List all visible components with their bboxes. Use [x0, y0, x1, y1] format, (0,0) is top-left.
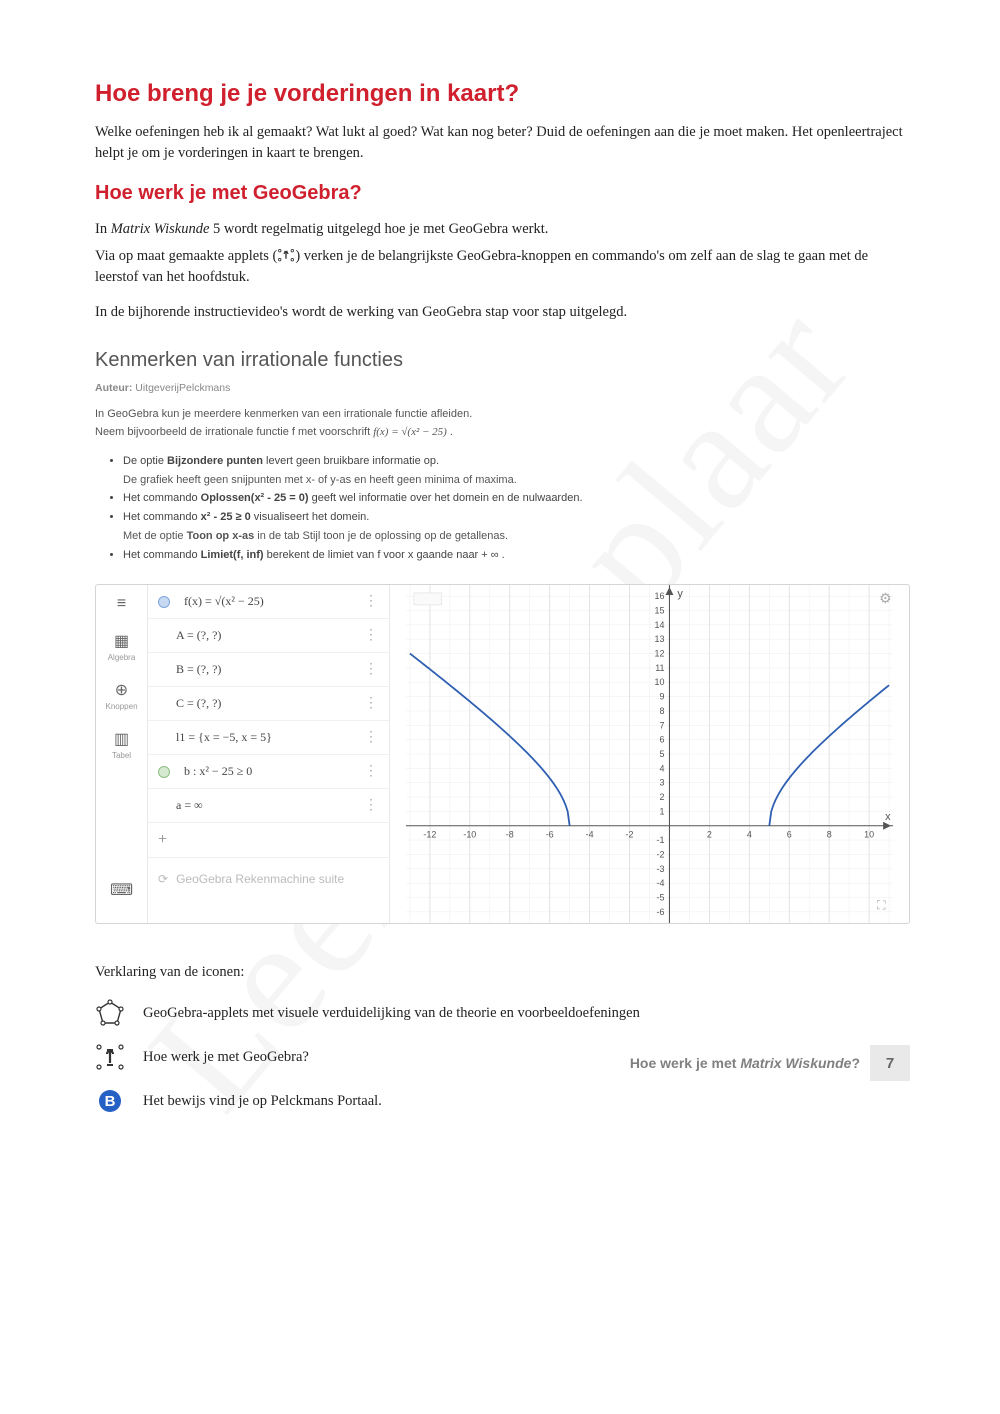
geogebra-algebra-panel: f(x) = √(x² − 25)⋮ A = (?, ?)⋮ B = (?, ?…	[148, 585, 390, 923]
svg-text:6: 6	[787, 830, 792, 840]
svg-text:-4: -4	[657, 878, 665, 888]
geogebra-screenshot: Kenmerken van irrationale functies Auteu…	[95, 349, 910, 924]
svg-text:13: 13	[655, 634, 665, 644]
svg-text:x: x	[885, 811, 891, 823]
svg-text:-2: -2	[626, 830, 634, 840]
kebab-icon[interactable]: ⋮	[364, 797, 379, 814]
paragraph-1: Welke oefeningen heb ik al gemaakt? Wat …	[95, 122, 910, 164]
svg-text:3: 3	[660, 778, 665, 788]
sidebar-menu-icon[interactable]: ≡	[96, 595, 147, 613]
svg-text:15: 15	[655, 606, 665, 616]
screenshot-title: Kenmerken van irrationale functies	[95, 349, 910, 372]
footer-text: Hoe werk je met Matrix Wiskunde?	[630, 1055, 860, 1071]
svg-text:⛶: ⛶	[876, 898, 886, 912]
svg-text:12: 12	[655, 649, 665, 659]
kebab-icon[interactable]: ⋮	[364, 763, 379, 780]
svg-text:-8: -8	[506, 830, 514, 840]
algebra-row[interactable]: C = (?, ?)⋮	[148, 687, 389, 721]
svg-text:10: 10	[864, 830, 874, 840]
svg-text:B: B	[105, 1093, 116, 1110]
svg-text:14: 14	[655, 620, 665, 630]
geogebra-graph-panel[interactable]: -12-10-8-6-4-2246810-6-5-4-3-2-112345678…	[390, 585, 909, 923]
svg-text:16: 16	[655, 591, 665, 601]
svg-text:7: 7	[660, 721, 665, 731]
info-applet-icon	[95, 1043, 125, 1071]
svg-text:8: 8	[827, 830, 832, 840]
icon-legend: Verklaring van de iconen: GeoGebra-apple…	[95, 964, 910, 1115]
legend-row: B Het bewijs vind je op Pelckmans Portaa…	[95, 1087, 910, 1115]
function-graph: -12-10-8-6-4-2246810-6-5-4-3-2-112345678…	[390, 585, 909, 923]
bullet-item: Het commando x² - 25 ≥ 0 visualiseert he…	[123, 508, 910, 545]
legend-title: Verklaring van de iconen:	[95, 964, 910, 981]
algebra-row[interactable]: B = (?, ?)⋮	[148, 653, 389, 687]
svg-text:8: 8	[660, 706, 665, 716]
b-badge-icon: B	[95, 1087, 125, 1115]
svg-text:11: 11	[655, 663, 664, 673]
algebra-add-row[interactable]: +	[148, 823, 389, 858]
svg-text:2: 2	[707, 830, 712, 840]
sidebar-table-icon[interactable]: ▥Tabel	[96, 729, 147, 760]
paragraph-2: In Matrix Wiskunde 5 wordt regelmatig ui…	[95, 219, 910, 240]
geogebra-suite-label: ⟳GeoGebra Rekenmachine suite	[148, 858, 389, 900]
svg-text:-5: -5	[657, 893, 665, 903]
sidebar-tools-icon[interactable]: ⊕Knoppen	[96, 680, 147, 711]
sidebar-keyboard-icon[interactable]: ⌨	[96, 880, 147, 900]
svg-text:y: y	[677, 588, 683, 600]
algebra-row[interactable]: l1 = {x = −5, x = 5}⋮	[148, 721, 389, 755]
svg-text:5: 5	[660, 749, 665, 759]
heading-2: Hoe werk je met GeoGebra?	[95, 182, 910, 205]
svg-text:6: 6	[660, 735, 665, 745]
geogebra-sidebar: ≡ ▦Algebra ⊕Knoppen ▥Tabel ⌨	[96, 585, 148, 923]
svg-text:-1: -1	[657, 835, 665, 845]
kebab-icon[interactable]: ⋮	[364, 661, 379, 678]
svg-text:4: 4	[747, 830, 752, 840]
svg-text:10: 10	[655, 677, 665, 687]
svg-text:-10: -10	[463, 830, 476, 840]
bullet-item: Het commando Limiet(f, inf) berekent de …	[123, 546, 910, 565]
formula-text: f(x) = √(x² − 25)	[373, 426, 447, 438]
legend-text: Hoe werk je met GeoGebra?	[143, 1049, 309, 1066]
screenshot-intro-1: In GeoGebra kun je meerdere kenmerken va…	[95, 408, 910, 420]
screenshot-intro-2: Neem bijvoorbeeld de irrationale functie…	[95, 426, 910, 438]
polygon-icon	[95, 999, 125, 1027]
kebab-icon[interactable]: ⋮	[364, 593, 379, 610]
svg-text:-3: -3	[657, 864, 665, 874]
algebra-row[interactable]: b : x² − 25 ≥ 0⋮	[148, 755, 389, 789]
svg-text:-12: -12	[423, 830, 436, 840]
svg-text:4: 4	[660, 764, 665, 774]
svg-text:9: 9	[660, 692, 665, 702]
paragraph-3: Via op maat gemaakte applets ( ) verken …	[95, 246, 910, 288]
bullet-item: De optie Bijzondere punten levert geen b…	[123, 452, 910, 489]
svg-text:⚙: ⚙	[879, 590, 891, 606]
bullet-item: Het commando Oplossen(x² - 25 = 0) geeft…	[123, 489, 910, 508]
legend-text: GeoGebra-applets met visuele verduidelij…	[143, 1005, 640, 1022]
svg-text:-2: -2	[657, 850, 665, 860]
page-number: 7	[870, 1045, 910, 1081]
page-content: Hoe breng je je vorderingen in kaart? We…	[95, 80, 910, 1115]
svg-text:1: 1	[660, 807, 665, 817]
screenshot-bullet-list: De optie Bijzondere punten levert geen b…	[123, 452, 910, 564]
svg-text:-6: -6	[546, 830, 554, 840]
kebab-icon[interactable]: ⋮	[364, 627, 379, 644]
algebra-row[interactable]: A = (?, ?)⋮	[148, 619, 389, 653]
applet-inline-icon	[277, 248, 295, 262]
heading-1: Hoe breng je je vorderingen in kaart?	[95, 80, 910, 108]
sidebar-algebra-icon[interactable]: ▦Algebra	[96, 631, 147, 662]
legend-row: GeoGebra-applets met visuele verduidelij…	[95, 999, 910, 1027]
algebra-row[interactable]: a = ∞⋮	[148, 789, 389, 823]
svg-text:-6: -6	[657, 907, 665, 917]
screenshot-author: Auteur: UitgeverijPelckmans	[95, 382, 910, 394]
algebra-row[interactable]: f(x) = √(x² − 25)⋮	[148, 585, 389, 619]
svg-text:-4: -4	[586, 830, 594, 840]
legend-text: Het bewijs vind je op Pelckmans Portaal.	[143, 1093, 382, 1110]
refresh-icon: ⟳	[158, 872, 168, 886]
geogebra-app-box: ≡ ▦Algebra ⊕Knoppen ▥Tabel ⌨ f(x) = √(x²…	[95, 584, 910, 924]
svg-text:2: 2	[660, 792, 665, 802]
paragraph-4: In de bijhorende instructievideo's wordt…	[95, 302, 910, 323]
kebab-icon[interactable]: ⋮	[364, 695, 379, 712]
page-footer: Hoe werk je met Matrix Wiskunde? 7	[630, 1045, 910, 1081]
kebab-icon[interactable]: ⋮	[364, 729, 379, 746]
